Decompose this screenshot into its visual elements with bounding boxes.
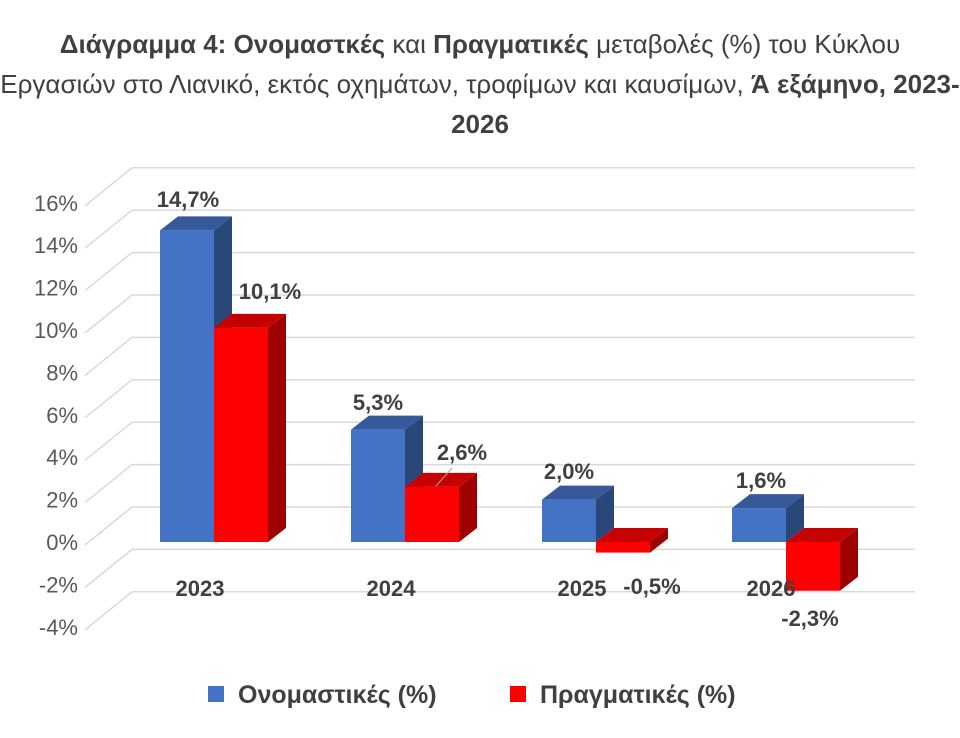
legend-swatch-real	[510, 686, 526, 702]
title-rest: μεταβολές (%) του Κύκλου Εργασιών στο Λι…	[0, 29, 901, 99]
data-label-nominal: 5,3%	[353, 390, 403, 415]
y-tick-label: -4%	[39, 615, 78, 640]
bar-nominal-2025-side	[596, 485, 614, 542]
legend-label-nominal: Ονομαστικές (%)	[238, 681, 437, 709]
y-tick-label: 6%	[46, 403, 78, 428]
title-series2: Πραγματικές	[433, 29, 589, 59]
legend: Ονομαστικές (%) Πραγματικές (%)	[208, 681, 736, 709]
gridlines	[84, 167, 915, 631]
bar-real-2023	[214, 327, 268, 542]
y-tick-label: 12%	[34, 276, 78, 301]
x-tick-label: 2026	[747, 576, 796, 601]
gridline	[84, 506, 915, 546]
bar-nominal-2026	[732, 508, 786, 542]
bar-real-2024-side	[459, 472, 477, 542]
bar-real-2026-side	[840, 528, 858, 591]
gridline	[84, 591, 915, 631]
y-tick-label: 14%	[34, 233, 78, 258]
y-tick-label: 4%	[46, 445, 78, 470]
legend-swatch-nominal	[208, 686, 224, 702]
y-tick-label: 8%	[46, 360, 78, 385]
gridline	[84, 209, 915, 249]
legend-label-real: Πραγματικές (%)	[540, 681, 736, 709]
y-tick-label: 0%	[46, 530, 78, 555]
bar-nominal-2026-top	[732, 494, 804, 509]
title-series1: Ονομαστκές	[233, 29, 386, 59]
bar-real-2026-top	[786, 528, 858, 542]
bar-nominal-2026-side	[786, 494, 804, 542]
data-label-nominal: 14,7%	[157, 187, 219, 212]
bar-real-2026	[786, 542, 840, 591]
bar-real-2025	[596, 542, 650, 553]
bar-real-2025-top	[596, 528, 668, 542]
bars	[160, 216, 858, 591]
gridline	[84, 294, 915, 334]
data-label-nominal: 2,0%	[544, 459, 594, 484]
x-tick-label: 2023	[176, 576, 225, 601]
data-label-nominal: 1,6%	[736, 468, 786, 493]
x-tick-label: 2024	[367, 576, 417, 601]
bar-real-2023-top	[214, 313, 286, 328]
data-label-real: 10,1%	[239, 279, 301, 304]
chart-title: Διάγραμμα 4: Ονομαστκές και Πραγματικές …	[0, 24, 960, 144]
y-tick-label: 2%	[46, 488, 78, 513]
y-tick-label: 16%	[34, 191, 78, 216]
bar-real-2025-side	[650, 528, 668, 553]
gridline	[84, 379, 915, 419]
data-label-real: 2,6%	[437, 440, 487, 465]
data-label-real: -2,3%	[781, 606, 838, 631]
y-tick-label: 10%	[34, 318, 78, 343]
data-label-real: -0,5%	[623, 574, 680, 599]
bar-nominal-2025	[542, 499, 596, 542]
y-tick-label: -2%	[39, 572, 78, 597]
bar-real-2023-side	[268, 313, 286, 542]
x-tick-label: 2025	[558, 576, 607, 601]
bar-nominal-2023-top	[160, 216, 232, 231]
title-prefix: Διάγραμμα 4:	[59, 29, 234, 59]
bar-nominal-2024	[351, 429, 405, 542]
gridline	[84, 167, 915, 207]
title-and: και	[385, 29, 434, 59]
bar-nominal-2023	[160, 230, 214, 543]
gridline	[84, 251, 915, 292]
bar-nominal-2025-top	[542, 485, 614, 500]
bar-nominal-2024-top	[351, 415, 423, 430]
labels: 16% 14% 12% 10% 8% 6% 4% 2% 0% -2% -4% 2023 14,7% 10,…	[34, 187, 839, 640]
title-period: Ά εξάμηνο, 2023-2026	[451, 69, 960, 139]
bar-real-2024	[405, 486, 459, 542]
leader-line	[435, 467, 453, 487]
gridline	[84, 421, 915, 461]
gridline	[84, 336, 915, 376]
gridline	[84, 463, 915, 504]
